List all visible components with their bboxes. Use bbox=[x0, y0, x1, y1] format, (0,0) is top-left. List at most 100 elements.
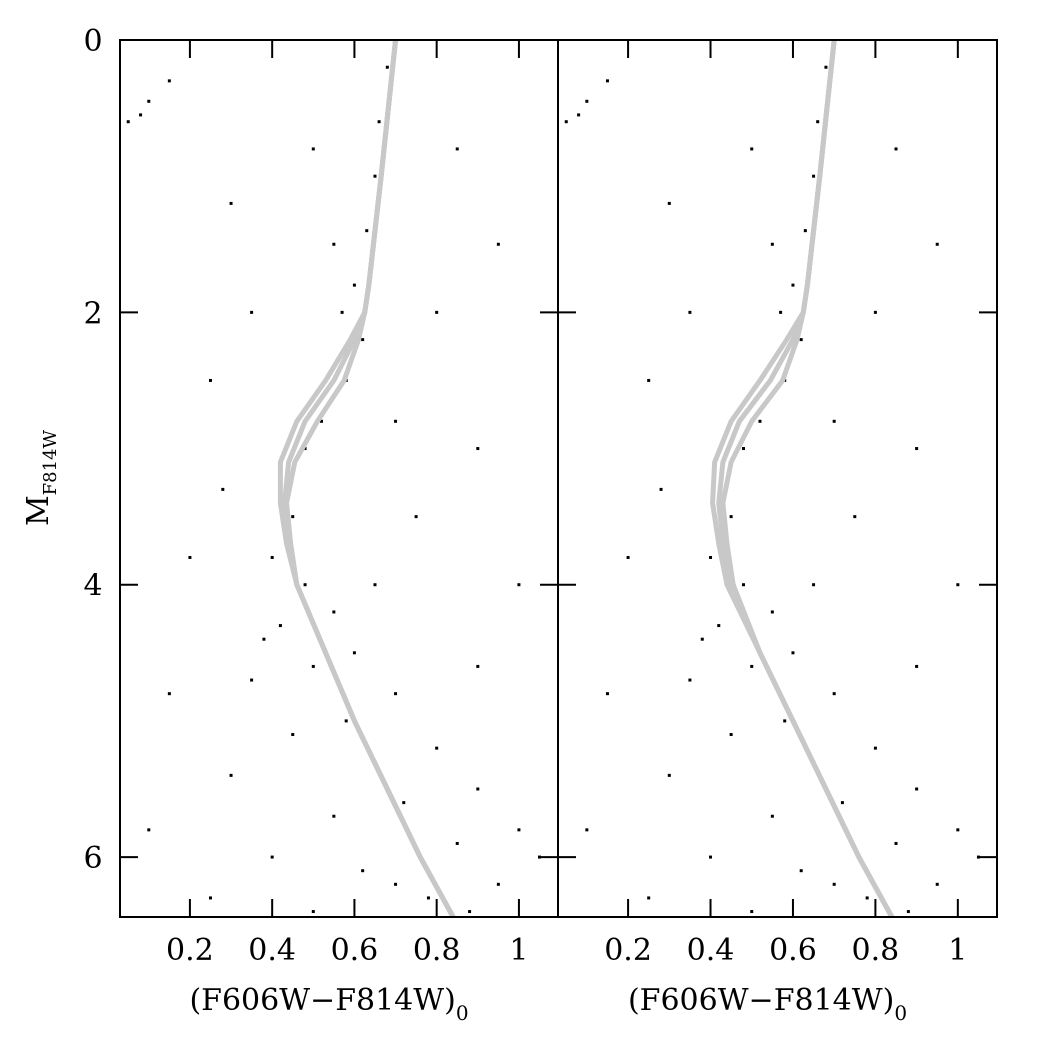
star bbox=[455, 147, 459, 151]
x-axis-label-sub: 0 bbox=[456, 1001, 469, 1025]
y-axis-label-sub: F814W bbox=[40, 429, 61, 495]
star bbox=[832, 419, 836, 423]
x-tick-label: 0.2 bbox=[166, 933, 214, 968]
star bbox=[361, 869, 365, 873]
star bbox=[873, 310, 877, 314]
x-tick-label: 0.4 bbox=[687, 933, 735, 968]
star bbox=[647, 378, 651, 382]
star bbox=[394, 419, 398, 423]
star bbox=[729, 515, 733, 519]
star bbox=[770, 814, 774, 818]
star bbox=[167, 79, 171, 83]
star bbox=[373, 174, 377, 178]
plot-area bbox=[564, 40, 980, 917]
y-tick-label: 4 bbox=[83, 569, 102, 604]
star bbox=[894, 147, 898, 151]
star bbox=[659, 487, 663, 491]
y-tick-label: 0 bbox=[83, 24, 102, 59]
star bbox=[352, 651, 356, 655]
star bbox=[585, 828, 589, 832]
star bbox=[147, 99, 151, 103]
isochrone bbox=[284, 40, 456, 917]
star bbox=[709, 855, 713, 859]
star bbox=[564, 120, 568, 124]
star bbox=[455, 841, 459, 845]
star bbox=[812, 174, 816, 178]
star bbox=[208, 896, 212, 900]
star bbox=[496, 882, 500, 886]
star bbox=[320, 419, 324, 423]
isochrone bbox=[281, 40, 456, 917]
star bbox=[750, 147, 754, 151]
star bbox=[799, 338, 803, 342]
star bbox=[577, 113, 581, 117]
frame bbox=[119, 39, 559, 918]
star bbox=[311, 147, 315, 151]
star bbox=[915, 787, 919, 791]
y-axis-label-main: M bbox=[21, 495, 56, 526]
star bbox=[626, 555, 630, 559]
y-tick-label: 6 bbox=[83, 841, 102, 876]
x-tick-label: 0.8 bbox=[852, 933, 900, 968]
star bbox=[340, 310, 344, 314]
star bbox=[717, 624, 721, 628]
star bbox=[783, 719, 787, 723]
star bbox=[770, 610, 774, 614]
star bbox=[352, 283, 356, 287]
star bbox=[262, 637, 266, 641]
star bbox=[779, 310, 783, 314]
x-tick-label: 0.2 bbox=[604, 933, 652, 968]
star bbox=[758, 419, 762, 423]
star bbox=[750, 910, 754, 914]
star bbox=[394, 692, 398, 696]
y-axis-label: MF814W bbox=[21, 429, 61, 526]
star bbox=[894, 841, 898, 845]
x-axis-label-sub: 0 bbox=[894, 1001, 907, 1025]
star bbox=[126, 120, 130, 124]
star bbox=[935, 242, 939, 246]
star bbox=[270, 555, 274, 559]
star bbox=[605, 79, 609, 83]
star bbox=[385, 65, 389, 69]
star bbox=[741, 583, 745, 587]
star bbox=[139, 113, 143, 117]
star bbox=[167, 692, 171, 696]
star bbox=[799, 869, 803, 873]
star bbox=[688, 310, 692, 314]
star bbox=[229, 201, 233, 205]
x-axis-label: (F606W−F814W)0 bbox=[189, 983, 468, 1025]
x-tick-label: 1 bbox=[948, 933, 967, 968]
star bbox=[270, 855, 274, 859]
star bbox=[700, 637, 704, 641]
star bbox=[770, 242, 774, 246]
star bbox=[915, 664, 919, 668]
star bbox=[667, 201, 671, 205]
star bbox=[935, 882, 939, 886]
star bbox=[332, 242, 336, 246]
star bbox=[840, 801, 844, 805]
star bbox=[709, 555, 713, 559]
star bbox=[803, 229, 807, 233]
star bbox=[667, 773, 671, 777]
isochrone bbox=[720, 40, 895, 917]
star bbox=[426, 896, 430, 900]
star bbox=[517, 828, 521, 832]
star bbox=[278, 624, 282, 628]
star bbox=[688, 678, 692, 682]
x-axis-label-main: (F606W−F814W) bbox=[189, 983, 455, 1018]
star bbox=[832, 882, 836, 886]
y-tick-label: 2 bbox=[83, 296, 102, 331]
star bbox=[476, 787, 480, 791]
star bbox=[476, 447, 480, 451]
star bbox=[476, 664, 480, 668]
star bbox=[291, 733, 295, 737]
isochrone bbox=[710, 40, 895, 917]
frame bbox=[557, 39, 998, 918]
star bbox=[377, 120, 381, 124]
star bbox=[344, 719, 348, 723]
plot-area bbox=[126, 40, 541, 917]
star bbox=[537, 855, 541, 859]
star bbox=[585, 99, 589, 103]
star bbox=[402, 801, 406, 805]
